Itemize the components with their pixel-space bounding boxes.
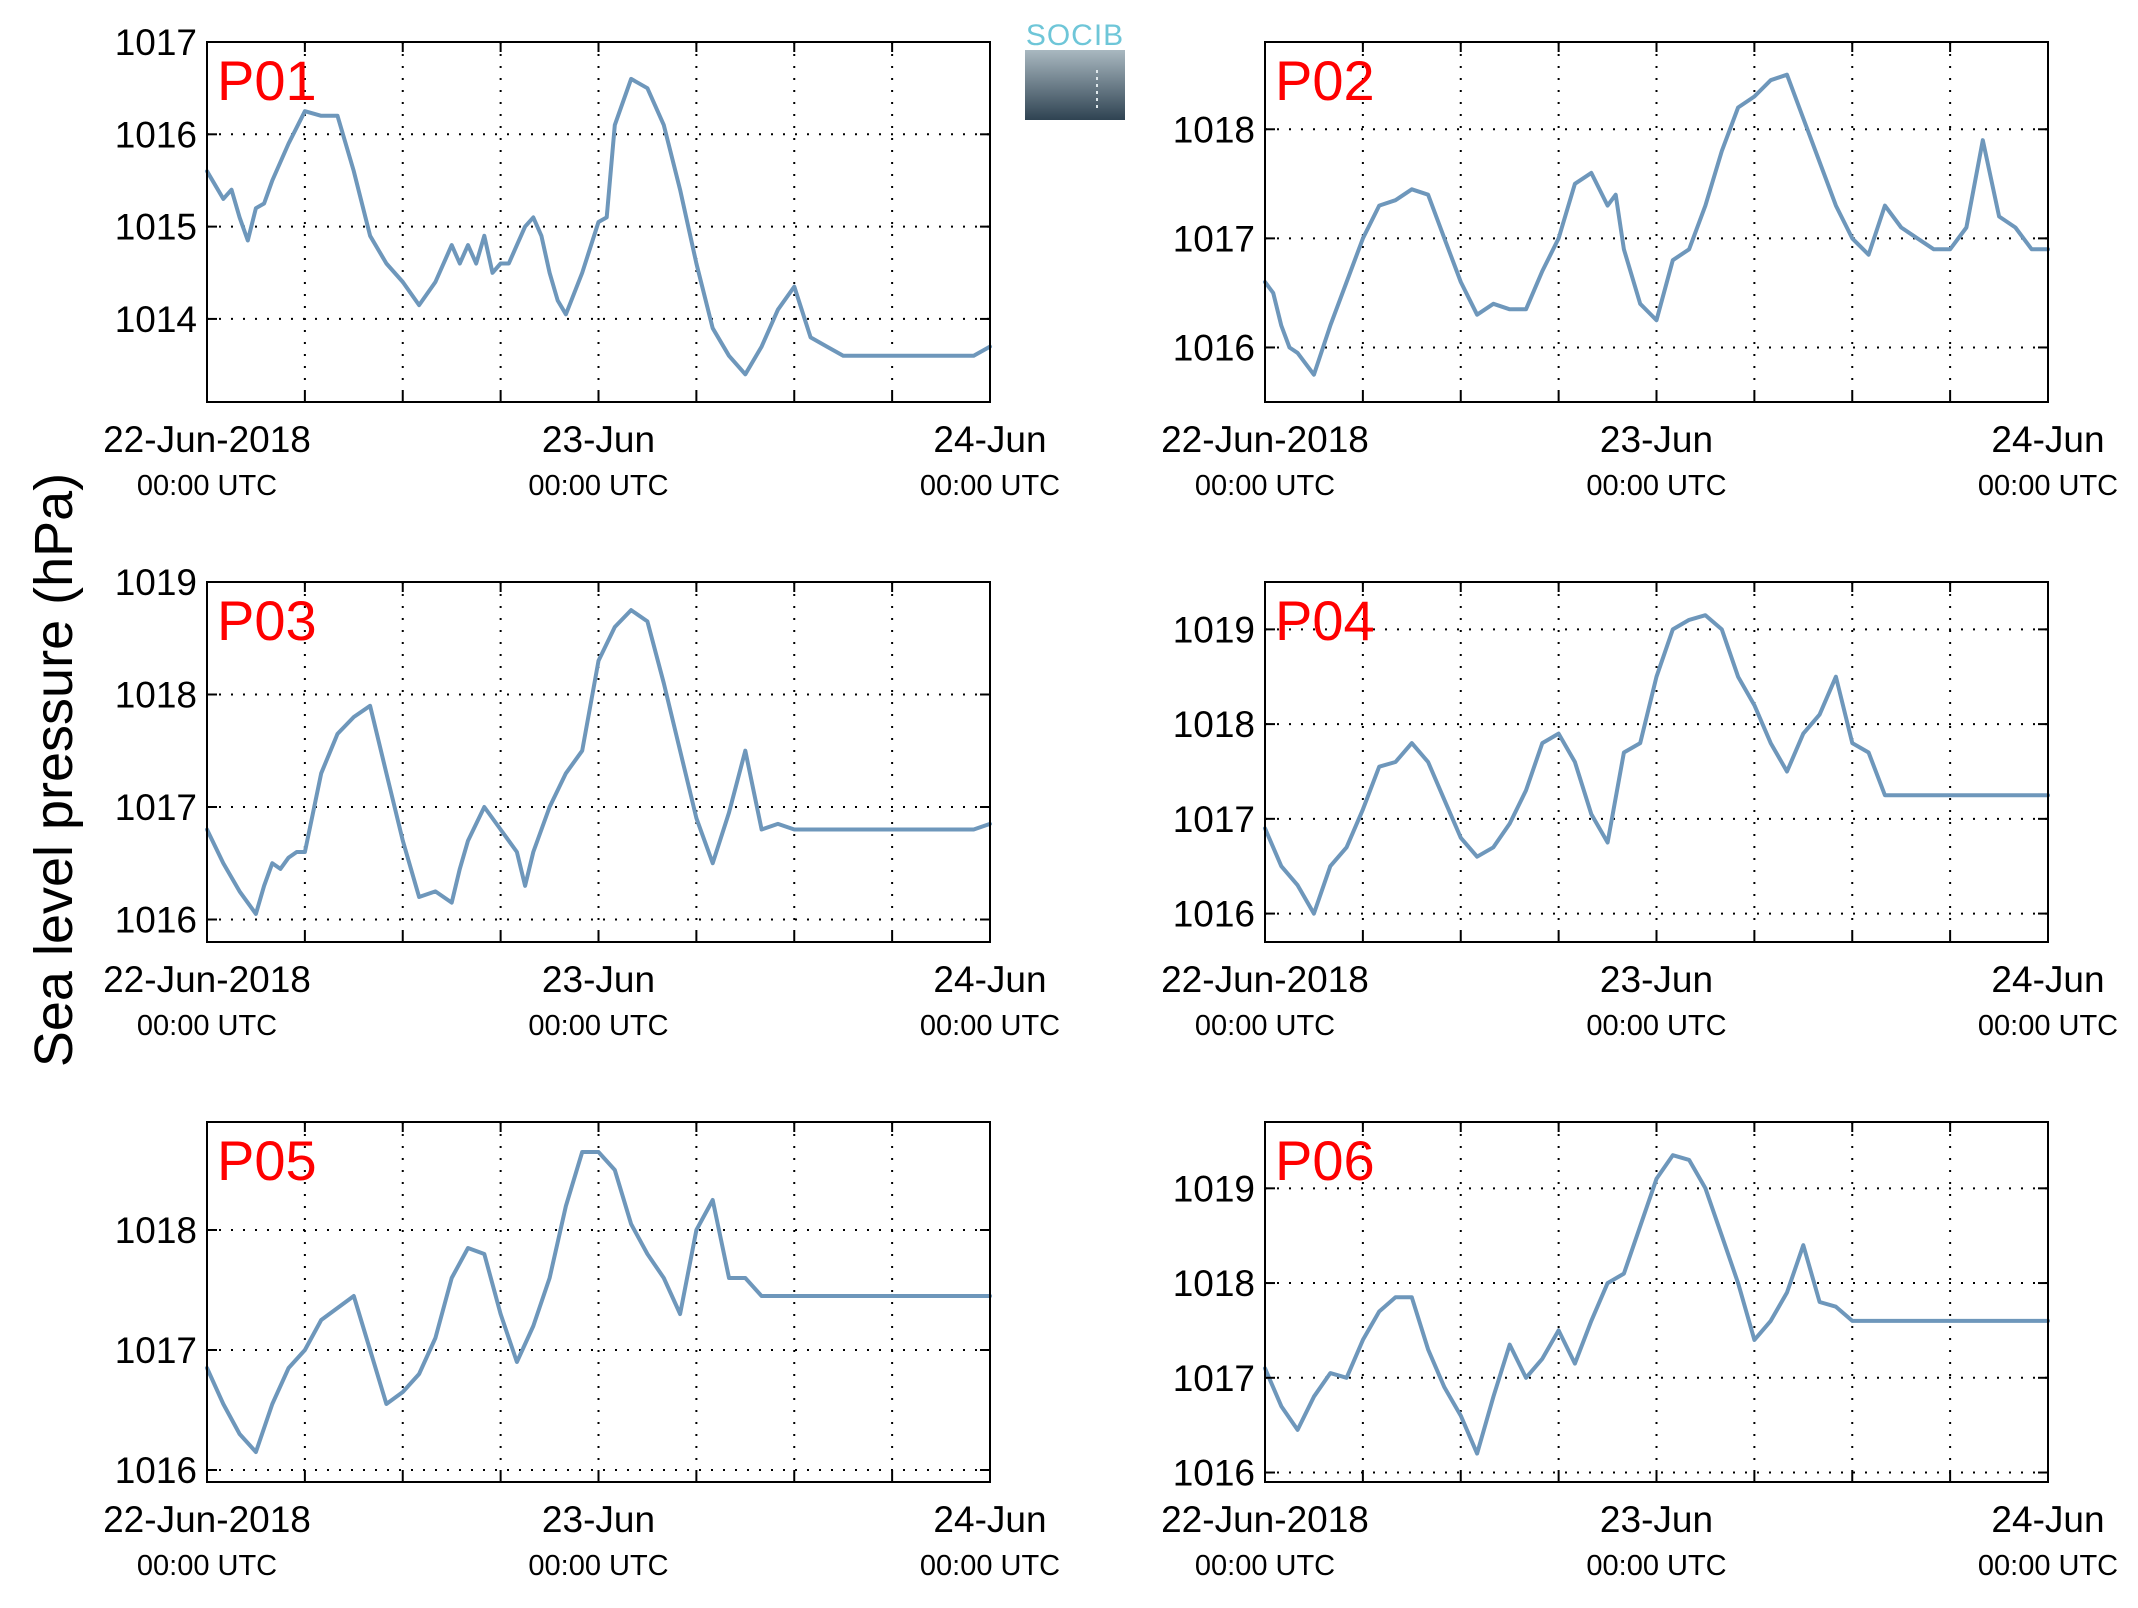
panel-label-p01: P01 <box>217 49 317 112</box>
x-tick-sublabel: 00:00 UTC <box>1586 470 1726 502</box>
x-tick-sublabel: 00:00 UTC <box>137 470 277 502</box>
y-tick-label: 1016 <box>115 900 197 941</box>
y-tick-label: 1017 <box>115 1330 197 1371</box>
series-line-p01 <box>205 76 992 377</box>
panel-label-p05: P05 <box>217 1129 317 1192</box>
x-tick-label: 22-Jun-2018 <box>103 1499 311 1540</box>
panel-label-p06: P06 <box>1275 1129 1375 1192</box>
series-line-p06 <box>1263 1153 2050 1456</box>
y-tick-label: 1018 <box>1173 1263 1255 1304</box>
x-tick-sublabel: 00:00 UTC <box>528 1010 668 1042</box>
y-tick-label: 1018 <box>115 675 197 716</box>
logo-mark <box>1025 50 1125 120</box>
y-tick-label: 1016 <box>115 1450 197 1491</box>
y-tick-label: 1016 <box>115 114 197 155</box>
x-tick-sublabel: 00:00 UTC <box>1195 470 1335 502</box>
x-tick-label: 22-Jun-2018 <box>1161 1499 1369 1540</box>
y-tick-label: 1017 <box>115 787 197 828</box>
panel-p01: 1014 1015 1016 1017 22-Jun-2018 00:00 UTC 23-J… <box>103 22 1060 502</box>
x-tick-sublabel: 00:00 UTC <box>1586 1010 1726 1042</box>
panel-label-p02: P02 <box>1275 49 1375 112</box>
x-tick-sublabel: 00:00 UTC <box>137 1550 277 1582</box>
y-tick-label: 1019 <box>1173 609 1255 650</box>
panel-p06: 1016 1017 1018 1019 22-Jun-2018 00:00 UTC 23-J… <box>1161 1121 2118 1582</box>
x-tick-sublabel: 00:00 UTC <box>1195 1550 1335 1582</box>
x-tick-label: 22-Jun-2018 <box>103 959 311 1000</box>
x-tick-label: 24-Jun <box>1991 1499 2104 1540</box>
y-axis-label: Sea level pressure (hPa) <box>24 473 84 1067</box>
y-tick-label: 1016 <box>1173 1453 1255 1494</box>
x-tick-sublabel: 00:00 UTC <box>528 470 668 502</box>
panel-label-p03: P03 <box>217 589 317 652</box>
panels: 1014 1015 1016 1017 22-Jun-2018 00:00 UTC 23-J… <box>103 22 2118 1582</box>
x-tick-label: 24-Jun <box>1991 959 2104 1000</box>
y-tick-label: 1018 <box>115 1210 197 1251</box>
x-tick-label: 23-Jun <box>542 959 655 1000</box>
x-tick-label: 22-Jun-2018 <box>1161 959 1369 1000</box>
y-tick-label: 1015 <box>115 207 197 248</box>
panel-p05: 1016 1017 1018 22-Jun-2018 00:00 UTC 23-Jun 00… <box>103 1121 1060 1582</box>
y-tick-label: 1019 <box>115 562 197 603</box>
x-tick-label: 23-Jun <box>1600 1499 1713 1540</box>
y-tick-label: 1017 <box>115 22 197 63</box>
x-tick-label: 22-Jun-2018 <box>1161 419 1369 460</box>
panel-p02: 1016 1017 1018 22-Jun-2018 00:00 UTC 23-Jun 00… <box>1161 41 2118 502</box>
x-tick-sublabel: 00:00 UTC <box>920 1010 1060 1042</box>
x-tick-sublabel: 00:00 UTC <box>1978 1550 2118 1582</box>
socib-logo: SOCIB <box>1025 19 1125 120</box>
x-tick-sublabel: 00:00 UTC <box>1586 1550 1726 1582</box>
y-tick-label: 1016 <box>1173 894 1255 935</box>
y-tick-label: 1017 <box>1173 799 1255 840</box>
series-line-p02 <box>1263 72 2050 377</box>
panel-label-p04: P04 <box>1275 589 1375 652</box>
x-tick-sublabel: 00:00 UTC <box>920 1550 1060 1582</box>
x-tick-label: 23-Jun <box>542 419 655 460</box>
x-tick-sublabel: 00:00 UTC <box>1195 1010 1335 1042</box>
x-tick-sublabel: 00:00 UTC <box>137 1010 277 1042</box>
y-tick-label: 1018 <box>1173 109 1255 150</box>
x-tick-label: 24-Jun <box>933 419 1046 460</box>
x-tick-sublabel: 00:00 UTC <box>528 1550 668 1582</box>
series-line-p05 <box>205 1150 992 1454</box>
y-tick-label: 1019 <box>1173 1168 1255 1209</box>
logo-text: SOCIB <box>1026 19 1124 52</box>
panel-p03: 1016 1017 1018 1019 22-Jun-2018 00:00 UTC 23-J… <box>103 562 1060 1042</box>
x-tick-sublabel: 00:00 UTC <box>1978 1010 2118 1042</box>
panel-p04: 1016 1017 1018 1019 22-Jun-2018 00:00 UTC 23-J… <box>1161 581 2118 1042</box>
y-tick-label: 1017 <box>1173 218 1255 259</box>
x-tick-label: 23-Jun <box>1600 419 1713 460</box>
y-tick-label: 1018 <box>1173 704 1255 745</box>
x-tick-label: 23-Jun <box>542 1499 655 1540</box>
x-tick-sublabel: 00:00 UTC <box>920 470 1060 502</box>
x-tick-label: 24-Jun <box>933 1499 1046 1540</box>
x-tick-label: 24-Jun <box>1991 419 2104 460</box>
series-line-p03 <box>205 608 992 916</box>
x-tick-label: 23-Jun <box>1600 959 1713 1000</box>
x-tick-label: 24-Jun <box>933 959 1046 1000</box>
x-tick-label: 22-Jun-2018 <box>103 419 311 460</box>
series-line-p04 <box>1263 613 2050 916</box>
y-tick-label: 1017 <box>1173 1358 1255 1399</box>
y-tick-label: 1014 <box>115 299 197 340</box>
x-tick-sublabel: 00:00 UTC <box>1978 470 2118 502</box>
y-tick-label: 1016 <box>1173 327 1255 368</box>
